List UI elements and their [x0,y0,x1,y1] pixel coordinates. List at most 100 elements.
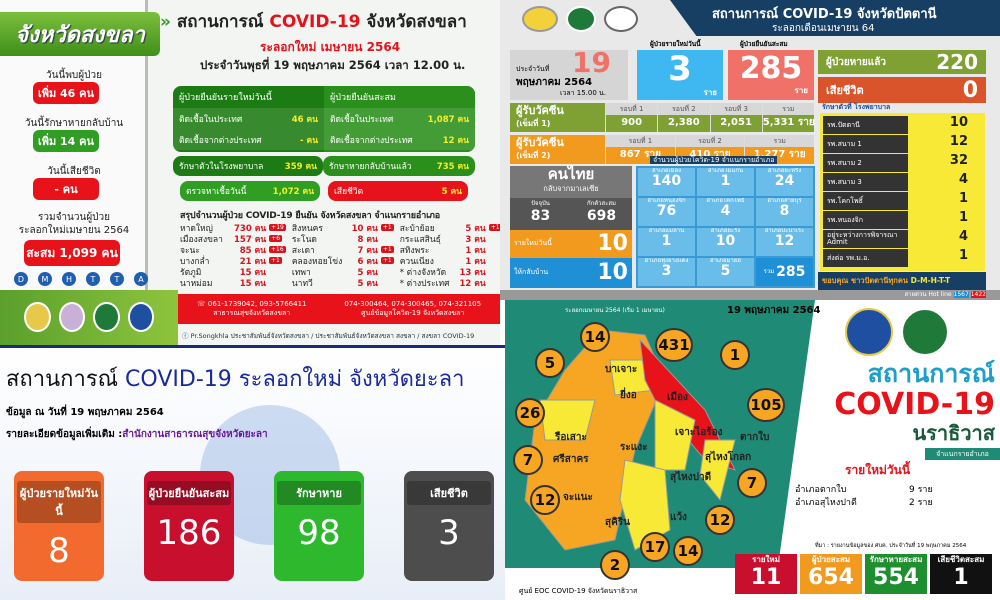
side-label: วันนี้เสียชีวิต [47,166,101,177]
unit: ราย [794,85,808,95]
district-cell: อำเภอหนองจิก 76 [638,198,695,226]
logos [522,6,638,32]
label: รักษาหายกลับบ้านแล้ว [329,162,412,172]
district-row: สทิงพระ 1 คน [400,244,500,256]
district-value: 1 [720,173,731,189]
source: ที่มา : รายงานข้อมูลของ ศบค. ประจำวันที่… [815,543,967,549]
cum-label: ผู้ป่วยยืนยันสะสม [740,40,788,48]
current-label: ปัจจุบัน [531,199,550,207]
hospital-name: รพ.ปัตตานี [823,116,908,134]
hotline-1: 1567 [953,291,969,298]
total-label: รวม [763,268,775,275]
district-count: 12 [530,485,560,515]
district-cell: อำเภอเมือง 140 [638,168,695,196]
label: ติดเชื้อในประเทศ [179,114,243,125]
current-value: 83 [530,207,551,224]
contact-bar: ☏ 061-1739042, 093-5766411 สาธารณสุขจังหว… [178,294,500,324]
district-value: 8 [779,203,790,219]
district-count: 12 [705,505,735,535]
district-count: 105 [747,388,785,422]
summary-title: สรุปจำนวนผู้ป่วย COVID-19 ยืนยัน จังหวัด… [180,211,440,221]
district-value: 12 [774,233,795,249]
district-value: 1 คน [465,245,486,256]
deaths-row: เสียชีวิต 5 คน [328,181,468,201]
district-name: เมืองสงขลา [180,234,223,245]
vaccine-cell: รอบที่ 2 410 ราย [674,135,745,164]
district-name: สะบ้าย้อย [399,223,435,234]
vaccine-round: รอบที่ 2 [658,103,710,115]
logos [845,308,949,356]
district-name: อำเภอเมือง [651,168,682,174]
district-value: 1 [661,233,672,249]
recovered-tile: ผู้ป่วยหายแล้ว 220 [818,50,986,74]
source-link[interactable]: สำนักงานสาธารณสุขจังหวัดยะลา [122,429,268,440]
date-label: ประจำวันที่ [516,65,550,73]
district-row: * ต่างประเทศ 12 คน [400,277,500,289]
title: สถานการณ์ COVID-19 จังหวัดปัตตานี [712,7,937,22]
hospital-title: รักษาตัวที่ โรงพยาบาล [822,103,891,111]
report-date: ประจำวันพุธที่ 19 พฤษภาคม 2564 เวลา 12.0… [200,58,466,72]
dmhtta-letter: M [38,272,52,286]
district-label: ศรีสาคร [553,454,589,465]
yala-infographic: สถานการณ์ COVID-19 ระลอกใหม่ จังหวัดยะลา… [0,345,505,600]
district-row: นาหม่อม 15 คน [180,277,286,289]
district-cell: อำเภอมายอ 5 [697,258,754,286]
vaccine-cell: รวม 1,277 ราย [744,135,815,164]
recovered-row: รักษาหายกลับบ้านแล้ว 735 คน [323,156,475,176]
home-label: ให้กลับบ้าน [514,268,549,276]
vaccine-value: 410 ราย [689,149,731,160]
district-cell: อำเภอปะนาเระ 12 [756,228,813,256]
confirmed-row: ติดเชื้อในประเทศ 46 คน [173,108,324,129]
value: 3 [668,48,692,89]
district-row: กระแสสินธุ์ 3 คน [400,233,500,245]
map-region-srisakhon [539,399,596,441]
district-grid: อำเภอเมือง 140 อำเภอไม้แก่น 1 อำเภอยะหริ่ง 24… [636,166,815,288]
quarantine-value: 698 [586,207,617,224]
home-value: 10 [597,260,628,285]
hospital-value: 1 [958,210,968,225]
district-value: 9 ราย [909,485,933,495]
district-name: รัตภูมิ [180,267,202,278]
card-value: 98 [297,513,341,553]
phone-1-org: สาธารณสุขจังหวัดสงขลา [213,308,291,317]
narathiwat-infographic: ระลอกเมษายน 2564 (เริ่ม 1 เมษายน) 19 พฤษ… [505,300,1000,600]
district-name: เทพา [291,267,311,278]
district-name: จะนะ [180,245,200,256]
header-band [670,0,1000,36]
card-label: ผู้ป่วยรายใหม่วันนี้ [17,481,101,523]
box-value: 11 [750,565,782,590]
dmhtt: D-M-H-T-T [910,276,951,285]
district-row: นาทวี 5 คน [292,277,394,289]
dmhtta-letter: D [14,272,28,286]
by-district: จำแนกรายอำเภอ [925,448,1000,460]
district-column: สะบ้าย้อย 5 คน +1 กระแสสินธุ์ 3 คน สทิงพระ 1 ค… [399,222,500,289]
label: ผู้รับวัคซีน [516,136,564,149]
vaccine-value: 900 [621,117,643,128]
value: 220 [936,50,978,74]
district-value: 12 คน [459,278,486,289]
district-count: 431 [655,328,693,362]
district-label: เจาะไอร้อง [675,427,723,438]
hospital-name: อยู่ระหว่างการพิจารณา Admit [823,230,908,248]
district-title: จำนวนผู้ป่วยโควิด-19 จำแนกรายอำเภอ [650,156,778,165]
box-value: 654 [808,565,854,590]
death-tile: เสียชีวิต 0 [818,77,986,103]
header-date: 19 พฤษภาคม 2564 [727,305,821,316]
source-line: รายละเอียดข้อมูลเพิ่มเติม :สำนักงานสาธาร… [6,427,268,442]
district-value: 8 คน [357,234,378,245]
district-name: * ต่างจังหวัด [399,267,447,278]
district-row: สะบ้าย้อย 5 คน +1 [399,222,500,234]
hospital-row: รพ.ปัตตานี 10 [823,116,982,134]
district-count: 2 [600,550,630,580]
district-row: บางกล่ำ 21 คน +1 [180,255,286,267]
value: 12 คน [442,135,469,146]
district-increase: +1 [488,224,500,231]
district-value: 5 คน [465,223,486,234]
district-value: 15 คน [239,278,266,289]
card-label: ผู้ป่วยยืนยันสะสม [147,481,231,505]
district-value: 140 [651,173,682,189]
district-name: อำเภอแม่ลาน [648,228,685,234]
total-label: รวมจำนวนผู้ป่วย [37,212,111,223]
district-increase: +1 [380,257,394,264]
month: พฤษภาคม 2564 [516,77,593,88]
